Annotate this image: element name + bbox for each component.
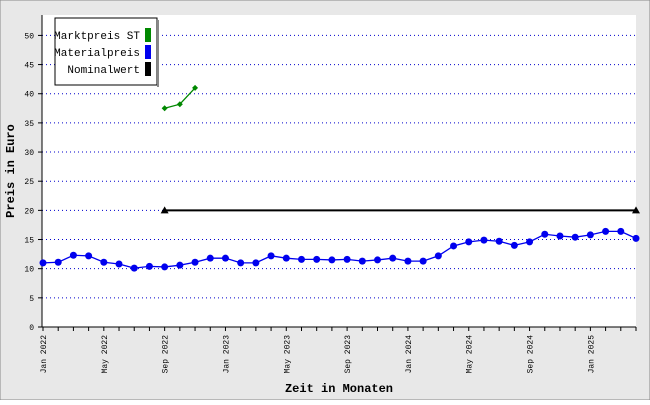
point — [85, 252, 93, 260]
point — [130, 264, 138, 272]
point — [343, 255, 351, 263]
point — [252, 259, 260, 267]
point — [541, 230, 549, 238]
point — [161, 105, 168, 112]
x-tick-label: May 2022 — [101, 335, 110, 374]
point — [419, 257, 427, 265]
point — [237, 259, 245, 267]
point — [632, 234, 640, 242]
point — [176, 261, 184, 269]
point — [221, 254, 229, 262]
x-tick-label: May 2023 — [283, 335, 292, 374]
x-tick-label: Sep 2022 — [162, 335, 171, 374]
point — [39, 259, 47, 267]
y-axis-title: Preis in Euro — [4, 124, 18, 218]
x-tick-label: Jan 2025 — [587, 335, 596, 374]
legend-box — [54, 17, 158, 86]
y-tick-label: 20 — [24, 207, 34, 216]
point — [632, 206, 640, 214]
legend-swatch — [145, 28, 151, 42]
point — [176, 101, 183, 108]
point — [617, 227, 625, 235]
x-tick-label: Jan 2022 — [40, 335, 49, 374]
x-tick-label: Jan 2023 — [222, 335, 231, 374]
point — [160, 206, 169, 214]
point — [495, 237, 503, 245]
x-tick-label: Jan 2024 — [405, 335, 414, 374]
legend-label: Marktpreis ST — [54, 31, 140, 43]
legend-label: Materialpreis — [54, 48, 140, 60]
y-tick-label: 30 — [24, 149, 34, 158]
x-axis-title: Zeit in Monaten — [285, 382, 393, 396]
point — [69, 251, 77, 259]
y-tick-label: 15 — [24, 237, 34, 246]
x-tick-label: Sep 2023 — [344, 335, 353, 374]
point — [404, 257, 412, 265]
y-tick-label: 0 — [29, 324, 34, 333]
y-tick-label: 35 — [24, 120, 34, 129]
y-tick-label: 5 — [29, 295, 34, 304]
point — [374, 256, 382, 264]
y-tick-label: 50 — [24, 32, 34, 41]
y-tick-label: 45 — [24, 62, 34, 71]
point — [389, 254, 397, 262]
point — [602, 227, 610, 235]
point — [480, 236, 488, 244]
point — [297, 255, 305, 263]
point — [161, 263, 169, 271]
point — [282, 254, 290, 262]
legend-label: Nominalwert — [67, 65, 140, 77]
y-tick-label: 10 — [24, 266, 34, 275]
point — [586, 231, 594, 239]
point — [313, 255, 321, 263]
point — [100, 258, 108, 266]
point — [465, 238, 473, 246]
point — [54, 258, 62, 266]
y-tick-label: 40 — [24, 91, 34, 100]
y-tick-label: 25 — [24, 178, 34, 187]
x-tick-label: May 2024 — [466, 335, 475, 374]
x-tick-label: Sep 2024 — [527, 335, 536, 374]
point — [191, 258, 199, 266]
point — [358, 257, 366, 265]
point — [434, 252, 442, 260]
legend-swatch — [145, 45, 151, 59]
point — [206, 254, 214, 262]
series-line — [42, 230, 637, 269]
point — [510, 241, 518, 249]
point — [267, 252, 275, 260]
point — [328, 256, 336, 264]
point — [556, 232, 564, 240]
point — [192, 84, 199, 91]
point — [571, 233, 579, 241]
point — [450, 242, 458, 250]
legend-swatch — [145, 62, 151, 76]
point — [526, 238, 534, 246]
point — [115, 260, 123, 268]
point — [145, 262, 153, 270]
legend-shadow — [157, 20, 159, 87]
